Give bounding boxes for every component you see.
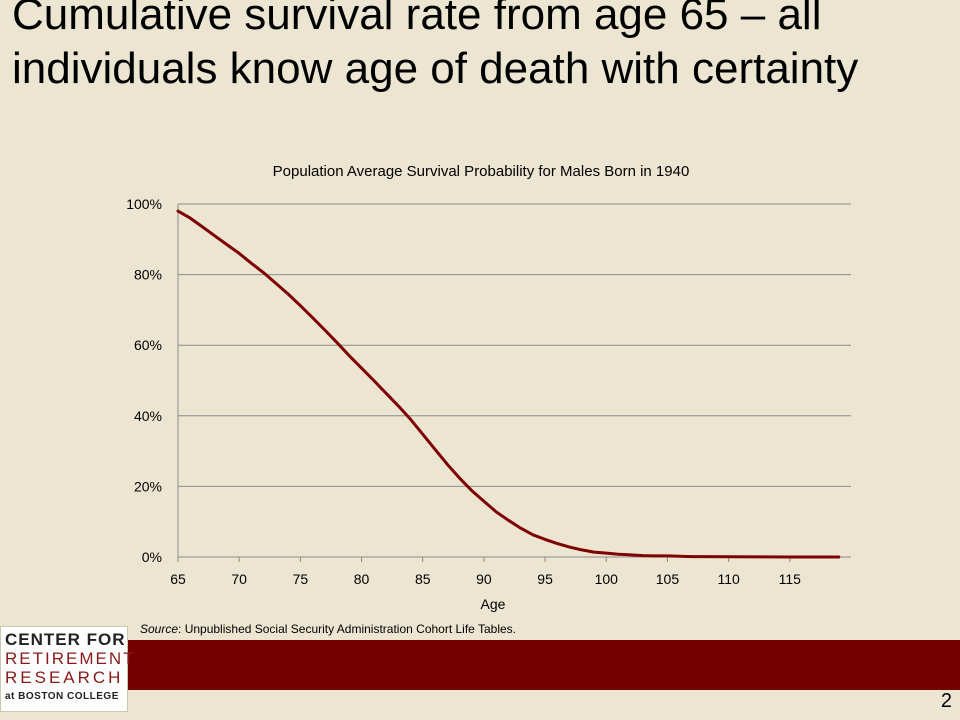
gridlines xyxy=(178,203,851,558)
y-tick-label: 60% xyxy=(134,337,162,353)
x-tick-label: 105 xyxy=(656,571,680,587)
x-tick-label: 110 xyxy=(717,571,740,587)
survival-series-line xyxy=(176,209,841,559)
x-tick-label: 70 xyxy=(231,571,247,587)
series-layer xyxy=(176,209,841,559)
crr-logo: CENTER FOR RETIREMENT RESEARCH at BOSTON… xyxy=(0,626,136,712)
y-tick-label: 20% xyxy=(134,478,162,494)
logo-line-2: RETIREMENT xyxy=(5,649,136,668)
y-tick-label: 0% xyxy=(142,549,162,565)
survival-line-chart: Population Average Survival Probability … xyxy=(126,163,851,612)
source-text: : Unpublished Social Security Administra… xyxy=(178,622,516,636)
footer-band xyxy=(0,640,960,690)
x-tick-label: 100 xyxy=(595,571,619,587)
y-tick-label: 80% xyxy=(134,267,162,283)
x-tick-label: 95 xyxy=(537,571,553,587)
source-label: Source xyxy=(140,622,179,636)
x-tick-label: 85 xyxy=(415,571,431,587)
page-number: 2 xyxy=(940,690,952,712)
logo-line-1: CENTER FOR xyxy=(5,630,126,649)
logo-line-3: RESEARCH xyxy=(5,668,124,687)
y-tick-label: 40% xyxy=(134,408,162,424)
x-tick-label: 75 xyxy=(293,571,309,587)
x-tick-label: 80 xyxy=(354,571,370,587)
x-tick-label: 65 xyxy=(170,571,186,587)
x-tick-label: 90 xyxy=(476,571,492,587)
x-axis-label: Age xyxy=(481,596,506,612)
axes: 0% 20% 40% 60% 80% 100% 65 70 75 80 85 90 95 100 105 11… xyxy=(126,196,801,587)
source-note: Source: Unpublished Social Security Admi… xyxy=(140,622,516,636)
slide-title: Cumulative survival rate from age 65 – a… xyxy=(12,0,859,93)
logo-line-4: at BOSTON COLLEGE xyxy=(5,691,119,702)
y-tick-label: 100% xyxy=(126,196,162,212)
x-tick-label: 115 xyxy=(779,571,802,587)
chart-title: Population Average Survival Probability … xyxy=(273,163,690,180)
